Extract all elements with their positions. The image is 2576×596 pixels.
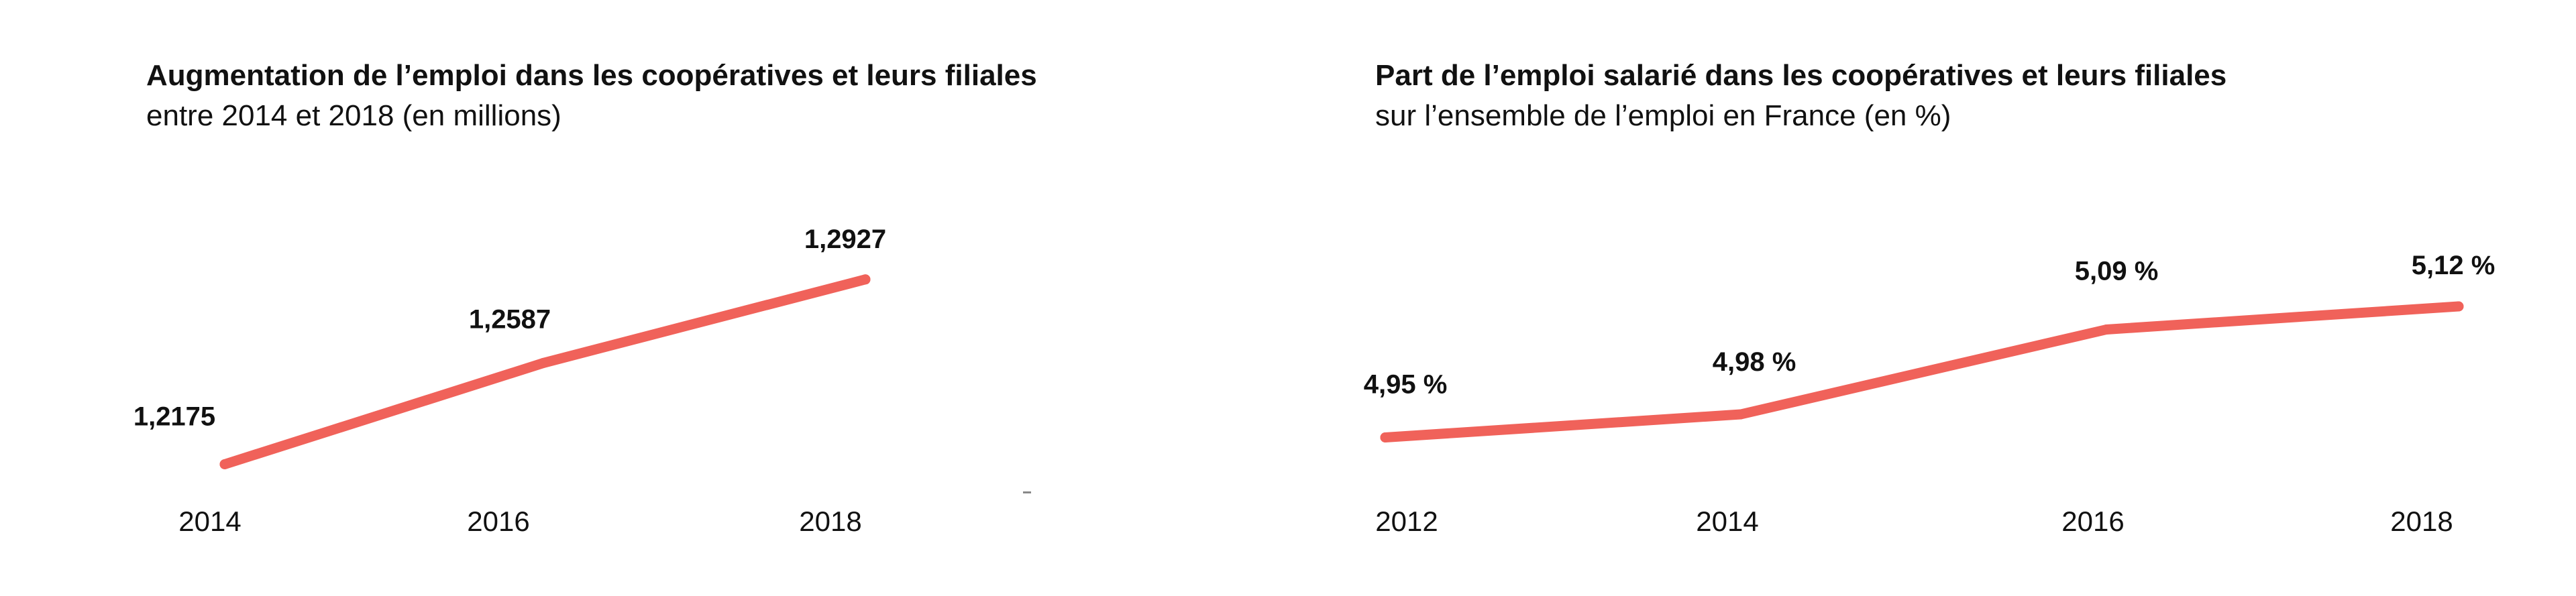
data-point [1380, 432, 1391, 442]
x-tick-label: 2016 [2061, 505, 2124, 537]
data-point [860, 274, 871, 285]
data-label: 1,2927 [804, 225, 886, 254]
chart-subtitle: sur l’ensemble de l’emploi en France (en… [1375, 99, 1951, 132]
x-tick-label: 2014 [178, 505, 241, 537]
data-label: 1,2175 [133, 402, 215, 432]
x-tick-label: 2014 [1696, 505, 1758, 537]
data-label: 5,09 % [2075, 257, 2159, 286]
chart-panel-employment-share: Part de l’emploi salarié dans les coopér… [1288, 0, 2576, 596]
data-label: 4,95 % [1364, 370, 1448, 400]
data-label: 5,12 % [2412, 251, 2496, 280]
data-point [2101, 324, 2112, 335]
chart-subtitle: entre 2014 et 2018 (en millions) [146, 99, 561, 132]
data-label: 4,98 % [1713, 347, 1796, 377]
data-point [538, 357, 549, 368]
chart-title: Part de l’emploi salarié dans les coopér… [1375, 59, 2227, 92]
x-tick-label: 2018 [799, 505, 861, 537]
data-point [2453, 301, 2464, 312]
stray-dash [1023, 491, 1031, 493]
x-tick-label: 2012 [1375, 505, 1438, 537]
line-chart-share: 4,95 % 2012 4,98 % 2014 5,09 % 2016 5,12 % 2018 [1364, 251, 2496, 537]
x-tick-label: 2018 [2390, 505, 2453, 537]
series-line [1380, 301, 2464, 442]
chart-title: Augmentation de l’emploi dans les coopér… [146, 59, 1037, 92]
data-label: 1,2587 [469, 304, 551, 334]
x-tick-label: 2016 [467, 505, 529, 537]
chart-panel-employment-growth: Augmentation de l’emploi dans les coopér… [133, 59, 1037, 537]
data-point [1735, 409, 1746, 420]
data-point [219, 459, 230, 469]
line-chart-employment: 1,2175 2014 1,2587 2016 1,2927 2018 [133, 225, 886, 537]
